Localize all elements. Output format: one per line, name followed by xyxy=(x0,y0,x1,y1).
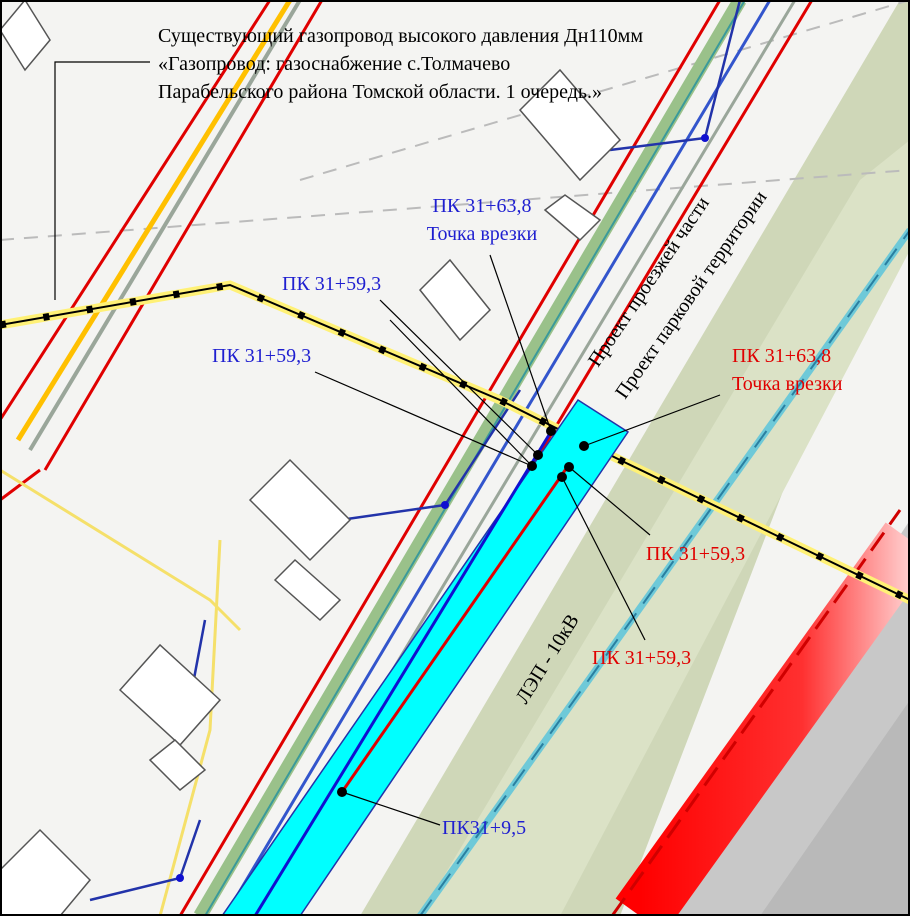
label: ПК 31+63,8 xyxy=(732,345,831,367)
label: ПК 31+59,3 xyxy=(212,345,311,367)
label: ПК31+9,5 xyxy=(442,817,526,839)
annotation-line: Существующий газопровод высокого давлени… xyxy=(158,25,643,47)
annotation-line: Парабельского района Томской области. 1 … xyxy=(158,81,602,103)
label: ПК 31+63,8 xyxy=(432,195,531,217)
annotation: Существующий газопровод высокого давлени… xyxy=(158,25,643,103)
label: ПК 31+59,3 xyxy=(282,273,381,295)
label: Точка врезки xyxy=(427,223,538,245)
label: ПК 31+59,3 xyxy=(592,647,691,669)
annotation-line: «Газопровод: газоснабжение с.Толмачево xyxy=(158,53,510,75)
label: ПК 31+59,3 xyxy=(646,543,745,565)
label: Точка врезки xyxy=(732,373,843,395)
